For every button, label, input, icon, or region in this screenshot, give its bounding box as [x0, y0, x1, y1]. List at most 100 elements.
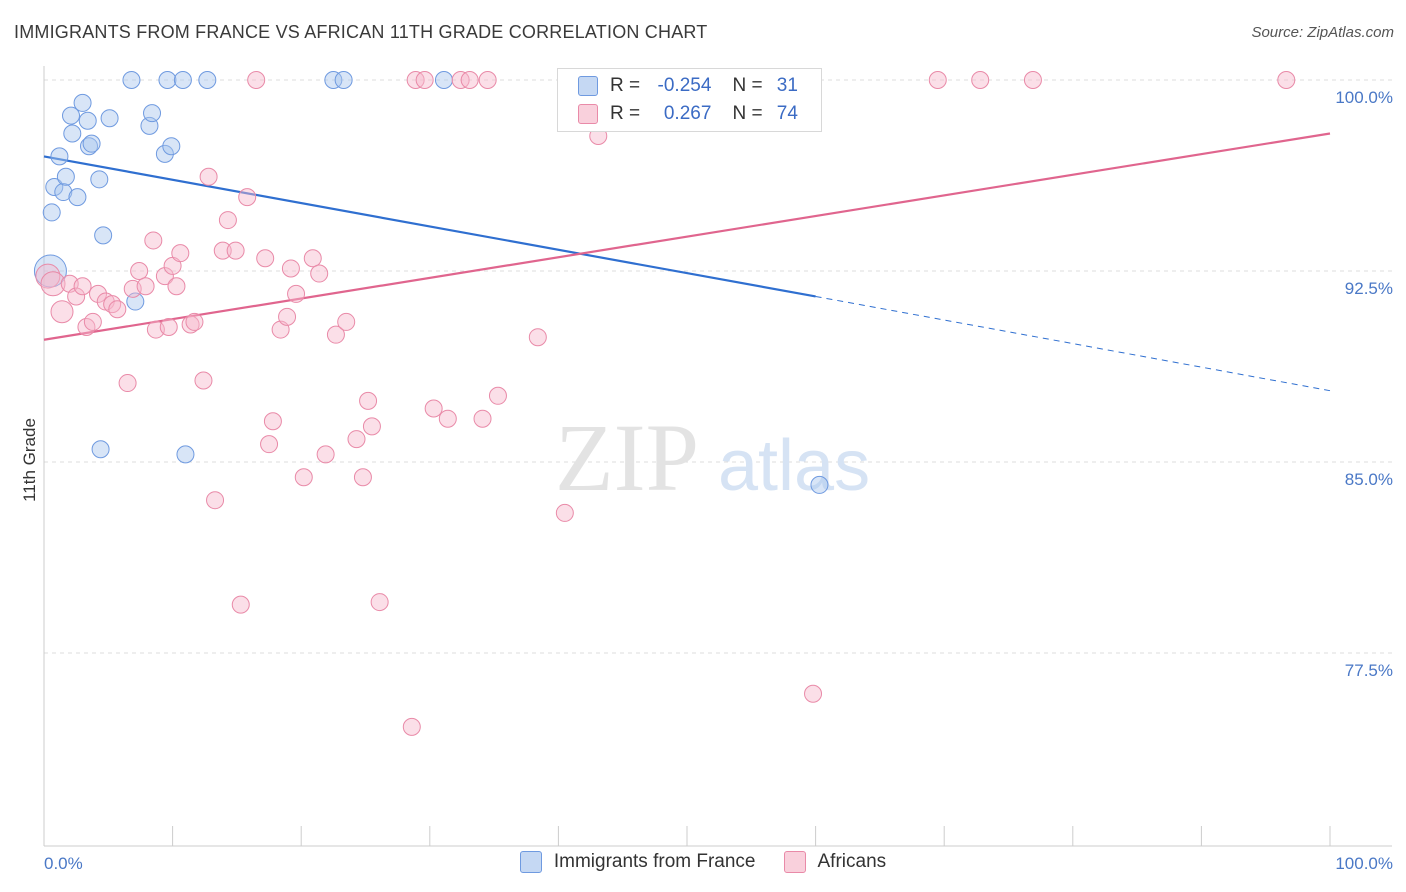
- data-points: [33, 71, 1296, 736]
- legend-swatch-africans: [578, 104, 598, 124]
- point-africans: [438, 409, 457, 428]
- legend-swatch-france: [578, 76, 598, 96]
- point-france: [324, 71, 343, 89]
- point-france: [143, 104, 162, 123]
- legend-r-value-france: -0.254: [657, 75, 712, 96]
- point-africans: [294, 468, 313, 487]
- x-tick-label-min: 0.0%: [44, 854, 83, 873]
- point-france: [73, 93, 92, 112]
- source-credit: Source: ZipAtlas.com: [1251, 24, 1394, 41]
- point-africans: [199, 167, 218, 186]
- point-africans: [353, 468, 372, 487]
- point-africans: [278, 307, 297, 326]
- grid-lines: [44, 79, 1392, 654]
- legend-row-france: R = -0.254 N = 31: [578, 75, 798, 97]
- y-tick-label: 100.0%: [1335, 88, 1393, 107]
- point-africans: [281, 259, 300, 278]
- point-africans: [89, 284, 108, 303]
- point-france: [155, 144, 174, 163]
- point-africans: [238, 188, 257, 207]
- point-france: [68, 188, 87, 207]
- point-france: [162, 137, 181, 156]
- legend-swatch-france: [519, 851, 542, 873]
- legend-item-africans[interactable]: Africans: [783, 851, 887, 873]
- point-africans: [73, 277, 92, 296]
- point-france: [434, 71, 453, 89]
- point-france: [810, 475, 829, 494]
- point-africans: [260, 435, 279, 454]
- point-africans: [130, 262, 149, 280]
- legend-row-africans: R = 0.267 N = 74: [578, 103, 798, 125]
- point-africans: [159, 318, 178, 337]
- x-tick-label-max: 100.0%: [1335, 854, 1393, 873]
- watermark-zip: ZIP: [555, 404, 699, 511]
- point-africans: [144, 231, 163, 250]
- point-africans: [185, 312, 204, 331]
- point-africans: [226, 241, 245, 260]
- point-africans: [971, 71, 990, 89]
- legend-n-label: N =: [732, 103, 763, 124]
- point-africans: [310, 264, 329, 283]
- point-france: [334, 71, 353, 89]
- point-africans: [194, 371, 213, 390]
- axis-labels: 77.5% 85.0% 92.5% 100.0% 0.0% 100.0% 11th Grad…: [20, 88, 1393, 873]
- point-france: [122, 71, 141, 89]
- point-africans: [337, 312, 356, 331]
- point-africans: [83, 312, 102, 331]
- point-africans: [287, 284, 306, 303]
- legend-n-value-france: 31: [776, 75, 798, 96]
- series-legend: Immigrants from France Africans: [0, 851, 1406, 873]
- point-africans: [488, 386, 507, 405]
- point-africans: [35, 263, 61, 289]
- point-france: [56, 167, 75, 186]
- legend-label-france: Immigrants from France: [553, 851, 756, 872]
- y-tick-label: 77.5%: [1345, 661, 1393, 680]
- point-france: [198, 71, 217, 89]
- point-africans: [406, 71, 425, 89]
- legend-r-label: R =: [610, 75, 641, 96]
- point-africans: [424, 399, 443, 418]
- axes: [43, 66, 1392, 847]
- point-africans: [108, 300, 127, 319]
- point-africans: [67, 287, 86, 306]
- point-africans: [460, 71, 479, 89]
- point-africans: [218, 211, 237, 230]
- point-france: [78, 111, 97, 130]
- stats-legend: R = -0.254 N = 31 R = 0.267 N = 74: [557, 68, 822, 132]
- legend-label-africans: Africans: [817, 851, 887, 872]
- point-france: [176, 445, 195, 464]
- point-africans: [370, 593, 389, 612]
- point-africans: [362, 417, 381, 436]
- point-africans: [1023, 71, 1042, 89]
- legend-item-france[interactable]: Immigrants from France: [519, 851, 756, 873]
- legend-r-value-africans: 0.267: [663, 103, 712, 124]
- point-france: [45, 177, 64, 196]
- point-africans: [316, 445, 335, 464]
- point-france: [91, 440, 110, 459]
- point-france: [42, 203, 61, 222]
- point-africans: [928, 71, 947, 89]
- point-france: [158, 71, 177, 89]
- point-africans: [804, 684, 823, 703]
- point-france: [50, 147, 69, 166]
- point-africans: [478, 71, 497, 89]
- point-africans: [167, 277, 186, 296]
- point-africans: [1277, 71, 1296, 89]
- point-africans: [136, 277, 155, 296]
- point-africans: [40, 271, 66, 297]
- point-france: [80, 137, 99, 156]
- point-africans: [326, 325, 345, 344]
- trendline-france: [43, 155, 816, 298]
- point-africans: [50, 300, 74, 324]
- point-france: [173, 71, 192, 89]
- point-france: [94, 226, 113, 245]
- y-tick-label: 92.5%: [1345, 279, 1393, 298]
- watermark: ZIP atlas: [555, 404, 870, 511]
- point-africans: [347, 430, 366, 449]
- chart-title: IMMIGRANTS FROM FRANCE VS AFRICAN 11TH G…: [14, 22, 708, 42]
- point-africans: [451, 71, 470, 89]
- trendline-france-extension: [815, 295, 1331, 392]
- y-tick-label: 85.0%: [1345, 470, 1393, 489]
- point-africans: [247, 71, 266, 89]
- point-france: [82, 134, 101, 153]
